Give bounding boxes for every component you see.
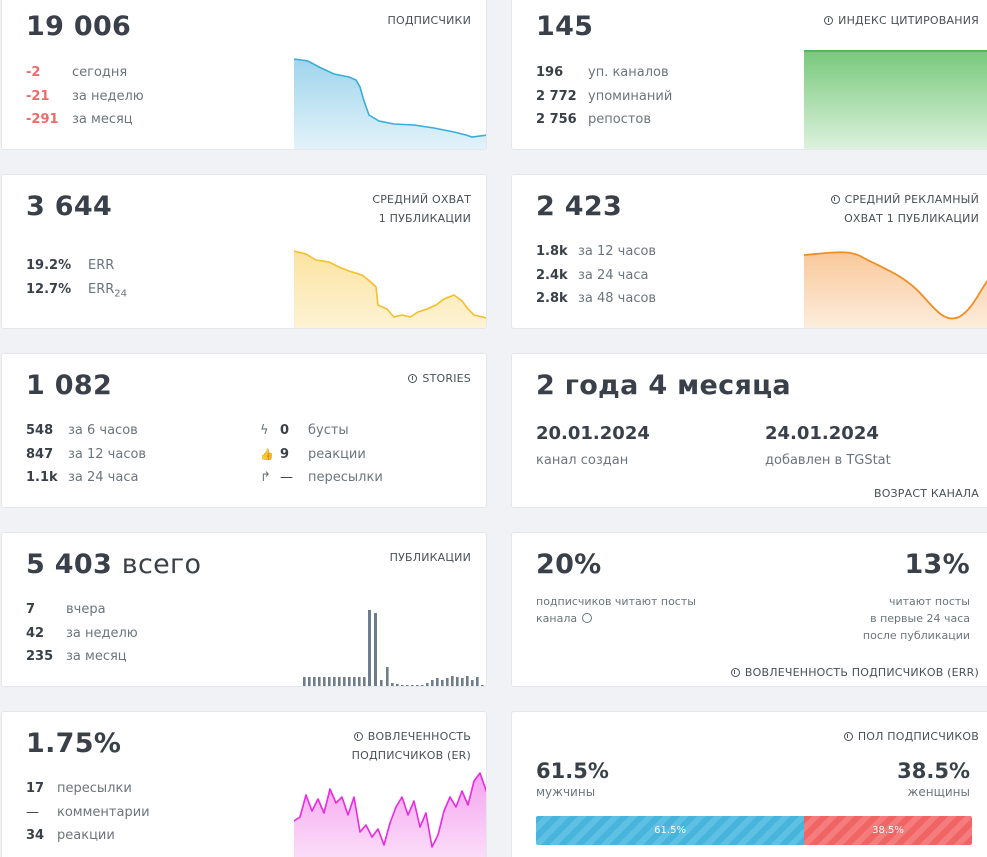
male-share-value: 61.5% (536, 759, 609, 783)
er-title: ВОВЛЕЧЕННОСТЬ ПОДПИСЧИКОВ (ER) (351, 730, 471, 762)
info-icon[interactable] (830, 195, 840, 204)
gender-split-bar: 61.5% 38.5% (536, 816, 972, 845)
channel-age-title: ВОЗРАСТ КАНАЛА (873, 487, 979, 500)
average-ad-reach-value: 2 423 (536, 191, 623, 222)
info-icon[interactable] (824, 16, 834, 25)
created-label: канал создан (536, 453, 629, 468)
stat-boosts: ϟ 0 бусты (260, 423, 349, 438)
stories-card[interactable]: 1 082 STORIES 548 за 6 часов 847 за 12 час… (1, 353, 487, 508)
lightning-icon: ϟ (260, 423, 269, 438)
stat-week: -21 за неделю (26, 89, 144, 104)
average-reach-title: СРЕДНИЙ ОХВАТ 1 ПУБЛИКАЦИИ (372, 193, 471, 225)
err-left-description: подписчиков читают посты канала (536, 595, 696, 625)
ad-reach-sparkline (804, 251, 987, 328)
subscribers-title: ПОДПИСЧИКИ (387, 14, 471, 27)
created-date: 20.01.2024 (536, 423, 650, 444)
stat-forwards: ↱ — пересылки (260, 470, 383, 485)
added-label: добавлен в TGStat (765, 453, 891, 468)
subscribers-sparkline (294, 58, 486, 149)
stat-err: 19.2% ERR (26, 258, 115, 273)
stat-er-comments: — комментарии (26, 805, 150, 820)
err-right-description: читают посты в первые 24 часа после публик… (862, 595, 970, 642)
er-value: 1.75% (26, 728, 122, 759)
average-reach-card[interactable]: 3 644 СРЕДНИЙ ОХВАТ 1 ПУБЛИКАЦИИ 19.2% ERR… (1, 174, 487, 329)
stat-err24: 12.7% ERR24 (26, 282, 128, 300)
help-icon[interactable] (582, 613, 593, 623)
citation-index-value: 145 (536, 11, 594, 42)
citation-index-title: ИНДЕКС ЦИТИРОВАНИЯ (824, 11, 979, 30)
er-card[interactable]: 1.75% ВОВЛЕЧЕННОСТЬ ПОДПИСЧИКОВ (ER) 17 пе… (1, 711, 487, 857)
citation-index-card[interactable]: 145 ИНДЕКС ЦИТИРОВАНИЯ 196 уп. каналов 2 … (511, 0, 987, 150)
forward-arrow-icon: ↱ (260, 470, 271, 485)
stat-stories-12h: 847 за 12 часов (26, 447, 147, 462)
average-reach-sparkline (294, 250, 486, 328)
citation-sparkline (804, 50, 987, 149)
average-ad-reach-title: СРЕДНИЙ РЕКЛАМНЫЙ ОХВАТ 1 ПУБЛИКАЦИИ (830, 190, 979, 228)
err-left-value: 20% (536, 549, 602, 580)
thumbs-up-icon: 👍 (260, 448, 274, 461)
publications-bar-chart (303, 610, 484, 686)
err-title: ВОВЛЕЧЕННОСТЬ ПОДПИСЧИКОВ (ERR) (730, 663, 979, 682)
info-icon[interactable] (408, 374, 418, 383)
stat-mentions: 2 772 упоминаний (536, 89, 673, 104)
stat-er-reactions: 34 реакции (26, 828, 115, 843)
stat-stories-24h: 1.1k за 24 часа (26, 470, 139, 485)
stories-value: 1 082 (26, 370, 113, 401)
channel-age-card[interactable]: 2 года 4 месяца 20.01.2024 канал создан … (511, 353, 987, 508)
male-label: мужчины (536, 785, 596, 799)
female-share-value: 38.5% (897, 759, 970, 783)
subscribers-card[interactable]: 19 006 ПОДПИСЧИКИ -2 сегодня -21 за неделю… (1, 0, 487, 150)
publications-card[interactable]: 5 403 всего ПУБЛИКАЦИИ 7 вчера 42 за недел… (1, 532, 487, 687)
info-icon[interactable] (843, 732, 853, 741)
average-reach-value: 3 644 (26, 191, 113, 222)
stat-month: -291 за месяц (26, 112, 133, 127)
stat-stories-6h: 548 за 6 часов (26, 423, 138, 438)
stat-yesterday: 7 вчера (26, 602, 106, 617)
average-ad-reach-card[interactable]: 2 423 СРЕДНИЙ РЕКЛАМНЫЙ ОХВАТ 1 ПУБЛИКАЦИ… (511, 174, 987, 329)
stat-48h: 2.8k за 48 часов (536, 291, 657, 306)
gender-title: ПОЛ ПОДПИСЧИКОВ (843, 727, 979, 746)
stat-pub-week: 42 за неделю (26, 626, 138, 641)
err-card[interactable]: 20% подписчиков читают посты канала 13% ч… (511, 532, 987, 687)
gender-card[interactable]: ПОЛ ПОДПИСЧИКОВ 61.5% мужчины 38.5% женщ… (511, 711, 987, 857)
male-bar-segment: 61.5% (536, 816, 805, 845)
info-icon[interactable] (353, 732, 363, 741)
stat-er-forwards: 17 пересылки (26, 781, 132, 796)
subscribers-count: 19 006 (26, 11, 132, 42)
stat-12h: 1.8k за 12 часов (536, 244, 657, 259)
stat-channel-mentions: 196 уп. каналов (536, 65, 669, 80)
stat-reposts: 2 756 репостов (536, 112, 652, 127)
publications-value: 5 403 всего (26, 549, 202, 580)
err-right-value: 13% (904, 549, 970, 580)
info-icon[interactable] (730, 668, 740, 677)
stat-reactions: 👍 9 реакции (260, 447, 366, 462)
stories-title: STORIES (408, 369, 471, 388)
female-label: женщины (907, 785, 970, 799)
added-date: 24.01.2024 (765, 423, 879, 444)
female-bar-segment: 38.5% (804, 816, 972, 845)
stat-24h: 2.4k за 24 часа (536, 268, 649, 283)
stat-pub-month: 235 за месяц (26, 649, 127, 664)
er-sparkline (294, 772, 486, 857)
channel-age-value: 2 года 4 месяца (536, 370, 791, 401)
publications-title: ПУБЛИКАЦИИ (389, 551, 471, 564)
stat-today: -2 сегодня (26, 65, 128, 80)
